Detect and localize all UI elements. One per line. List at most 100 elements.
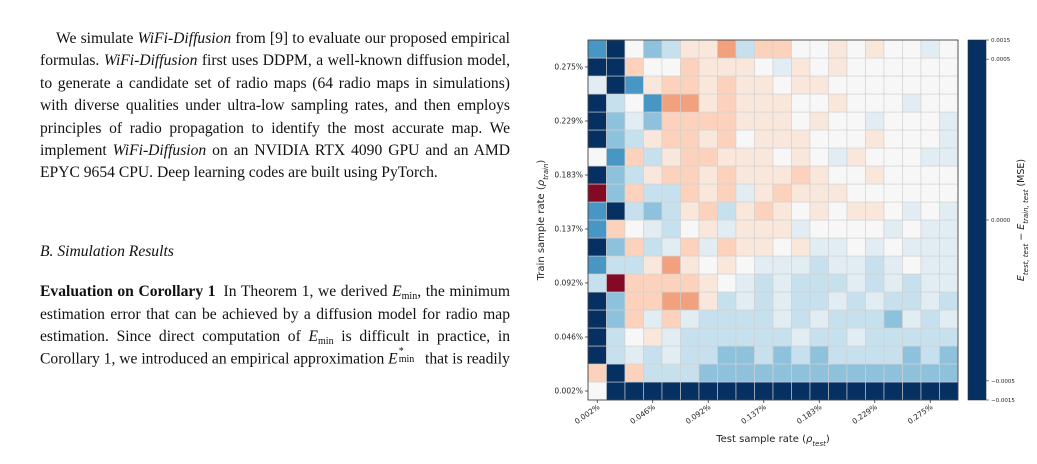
heatmap-cell xyxy=(846,327,866,347)
heatmap-cell xyxy=(846,75,866,95)
y-axis-label: Train sample rate (ρtrain) xyxy=(536,160,550,282)
heatmap-cell xyxy=(883,147,903,167)
heatmap-cell xyxy=(606,201,626,221)
label-part: Train sample rate ( xyxy=(536,186,547,281)
heatmap-cell xyxy=(717,219,737,239)
heatmap-cell xyxy=(624,363,644,383)
heatmap-cell xyxy=(643,183,663,203)
x-tick-label: 0.275% xyxy=(906,402,935,426)
heatmap-cell xyxy=(680,237,700,257)
run-in-heading: Evaluation on Corollary 1 xyxy=(40,283,216,301)
heatmap-cell xyxy=(772,273,792,293)
heatmap-cell xyxy=(698,111,718,131)
heatmap-cell xyxy=(698,327,718,347)
heatmap-cell xyxy=(809,129,829,149)
heatmap-cell xyxy=(754,75,774,95)
heatmap-cell xyxy=(717,93,737,113)
heatmap-cell xyxy=(587,93,607,113)
heatmap-cell xyxy=(624,201,644,221)
heatmap-cell xyxy=(698,381,718,401)
heatmap-cell xyxy=(735,363,755,383)
heatmap-cell xyxy=(587,381,607,401)
heatmap-cell xyxy=(754,93,774,113)
heatmap-cell xyxy=(883,381,903,401)
x-axis-label: Test sample rate (ρtest) xyxy=(715,434,830,448)
heatmap-cell xyxy=(939,327,959,347)
y-tick-label: 0.183% xyxy=(554,171,583,180)
heatmap-cell xyxy=(939,381,959,401)
heatmap-cell xyxy=(846,147,866,167)
heatmap-cell xyxy=(587,165,607,185)
heatmap-cell xyxy=(846,237,866,257)
heatmap-cell xyxy=(698,75,718,95)
heatmap-cell xyxy=(698,219,718,239)
heatmap-cell xyxy=(680,219,700,239)
heatmap-cell xyxy=(587,273,607,293)
heatmap-cell xyxy=(754,345,774,365)
heatmap-cell xyxy=(698,291,718,311)
heatmap-cell xyxy=(772,93,792,113)
heatmap-cell xyxy=(587,201,607,221)
heatmap-cell xyxy=(883,57,903,77)
heatmap-cell xyxy=(791,327,811,347)
heatmap-cell xyxy=(920,237,940,257)
heatmap-cell xyxy=(717,201,737,221)
heatmap-cell xyxy=(791,363,811,383)
heatmap-cell xyxy=(809,327,829,347)
heatmap-cell xyxy=(846,165,866,185)
heatmap-cell xyxy=(717,345,737,365)
label-part: E xyxy=(1016,275,1027,281)
y-tick-label: 0.002% xyxy=(554,387,583,396)
heatmap-cell xyxy=(846,255,866,275)
heatmap-cell xyxy=(680,57,700,77)
heatmap-cell xyxy=(587,75,607,95)
heatmap-cell xyxy=(902,327,922,347)
heatmap-cell xyxy=(902,129,922,149)
heatmap-cell xyxy=(865,291,885,311)
heatmap-cell xyxy=(606,93,626,113)
heatmap-cell xyxy=(920,309,940,329)
heatmap-cell xyxy=(643,201,663,221)
x-tick-label: 0.092% xyxy=(684,402,713,426)
section-heading: B. Simulation Results xyxy=(40,242,174,260)
heatmap-cell xyxy=(754,255,774,275)
heatmap-cell xyxy=(846,57,866,77)
heatmap-cell xyxy=(902,237,922,257)
heatmap-cell xyxy=(920,57,940,77)
text: on an NVIDIA RTX 4090 GPU and an AMD EPY… xyxy=(40,142,510,182)
text: WiFi-Diffusion xyxy=(103,52,198,70)
heatmap-cell xyxy=(717,183,737,203)
heatmap-cell xyxy=(698,309,718,329)
heatmap-cell xyxy=(828,129,848,149)
heatmap-cell xyxy=(939,363,959,383)
heatmap-cell xyxy=(661,291,681,311)
x-tick-label: 0.183% xyxy=(795,402,824,426)
heatmap-cell xyxy=(791,93,811,113)
heatmap-cell xyxy=(939,39,959,59)
heatmap-cell xyxy=(939,309,959,329)
heatmap-cell xyxy=(902,219,922,239)
heatmap-cell xyxy=(865,255,885,275)
heatmap-cell xyxy=(717,309,737,329)
label-part: ) xyxy=(536,160,547,164)
text: WiFi-Diffusion xyxy=(137,30,232,47)
heatmap-cell xyxy=(809,57,829,77)
heatmap-cell xyxy=(809,165,829,185)
heatmap-cell xyxy=(772,39,792,59)
heatmap-cell xyxy=(754,381,774,401)
heatmap-cell xyxy=(865,327,885,347)
heatmap-cell xyxy=(828,111,848,131)
heatmap-cell xyxy=(698,165,718,185)
heatmap-cell xyxy=(772,255,792,275)
heatmap-cell xyxy=(772,201,792,221)
heatmap-cell xyxy=(809,183,829,203)
heatmap-cell xyxy=(587,111,607,131)
heatmap-cell xyxy=(920,129,940,149)
heatmap-cell xyxy=(772,129,792,149)
heatmap-cell xyxy=(772,219,792,239)
heatmap-cell xyxy=(643,291,663,311)
heatmap-cell xyxy=(920,201,940,221)
heatmap-cell xyxy=(865,93,885,113)
heatmap-cell xyxy=(809,93,829,113)
heatmap-cell xyxy=(883,219,903,239)
